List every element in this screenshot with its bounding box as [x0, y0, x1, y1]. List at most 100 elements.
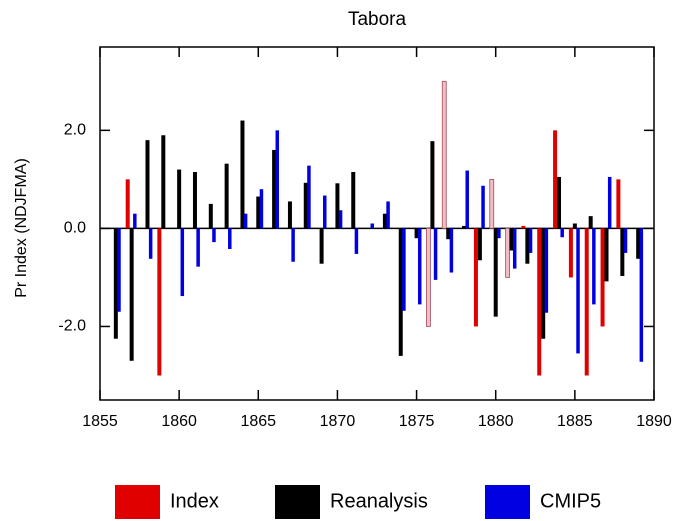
bar: [639, 228, 644, 362]
legend-swatch: [485, 485, 530, 519]
bar: [145, 140, 150, 229]
bar: [117, 228, 121, 312]
bar: [287, 201, 292, 229]
bar: [636, 228, 641, 259]
bar: [303, 182, 308, 229]
bar: [600, 228, 605, 327]
bar: [125, 179, 130, 229]
bar: [572, 223, 577, 229]
legend-swatch: [115, 485, 160, 519]
bar: [493, 228, 498, 317]
bar: [607, 176, 612, 229]
bar: [398, 228, 403, 356]
bar: [481, 185, 485, 229]
bar: [351, 172, 356, 229]
bar: [338, 210, 343, 229]
bar: [446, 228, 451, 240]
x-tick-label: 1875: [399, 413, 435, 430]
x-tick-label: 1880: [478, 413, 514, 430]
bar: [537, 228, 542, 376]
bar: [275, 130, 280, 229]
bar: [208, 203, 213, 229]
bar: [430, 141, 435, 229]
bar: [370, 223, 375, 229]
bar: [323, 195, 327, 229]
legend-text: CMIP5: [540, 490, 601, 512]
legend-text: Index: [170, 490, 219, 512]
y-tick-label: 0.0: [64, 220, 86, 237]
x-tick-label: 1890: [636, 413, 672, 430]
chart-title: Tabora: [348, 9, 407, 30]
bar: [477, 228, 482, 261]
bar: [473, 228, 478, 327]
bar: [497, 228, 501, 239]
bar: [528, 228, 533, 253]
bar: [525, 228, 530, 264]
x-tick-label: 1870: [320, 413, 356, 430]
bar: [354, 228, 359, 254]
bar: [113, 228, 118, 339]
bar: [319, 228, 324, 264]
bar: [240, 120, 245, 229]
y-tick-label: 2.0: [64, 122, 86, 139]
bar: [291, 228, 295, 262]
bar: [129, 228, 134, 361]
bar: [307, 165, 311, 229]
bar: [576, 228, 580, 354]
legend-swatch: [275, 485, 320, 519]
bar: [272, 149, 277, 229]
bar: [386, 201, 390, 229]
bar: [335, 183, 340, 229]
bar: [553, 130, 558, 229]
bar: [417, 228, 422, 305]
x-tick-label: 1885: [557, 413, 593, 430]
bar: [462, 225, 467, 229]
bar: [557, 176, 562, 229]
bar: [414, 228, 419, 239]
bar: [157, 228, 162, 376]
bar: [521, 225, 526, 229]
bar: [228, 228, 232, 249]
x-tick-label: 1865: [240, 413, 276, 430]
bar: [620, 228, 625, 276]
bar: [224, 163, 229, 229]
bar: [588, 216, 593, 229]
bar: [243, 213, 248, 229]
plot-frame: [99, 46, 655, 401]
bar: [382, 213, 387, 229]
bar: [133, 213, 137, 229]
bar: [180, 228, 185, 297]
bar: [560, 228, 564, 238]
bar: [148, 228, 153, 259]
y-tick-label: -2.0: [58, 318, 86, 335]
bar: [616, 179, 621, 229]
bar: [212, 228, 216, 243]
x-tick-label: 1860: [161, 413, 197, 430]
bar: [433, 228, 438, 280]
bar: [623, 228, 628, 253]
y-axis-label: Pr Index (NDJFMA): [13, 158, 30, 298]
bar: [259, 189, 264, 229]
bar: [489, 178, 495, 229]
bar: [441, 80, 447, 229]
bar: [449, 228, 454, 273]
bar: [177, 169, 182, 229]
bar: [161, 135, 166, 229]
bar: [584, 228, 589, 376]
bar: [505, 228, 510, 278]
bar: [402, 228, 406, 311]
bar: [568, 228, 573, 278]
x-tick-label: 1855: [82, 413, 118, 430]
bar: [426, 228, 431, 327]
bar: [604, 228, 609, 282]
bar: [196, 228, 200, 267]
legend-text: Reanalysis: [330, 490, 428, 512]
bar: [512, 228, 517, 269]
bar: [256, 196, 261, 229]
bar: [509, 228, 514, 251]
bar: [592, 228, 596, 305]
bar: [541, 228, 546, 339]
bar: [544, 228, 549, 313]
bar: [192, 172, 197, 229]
